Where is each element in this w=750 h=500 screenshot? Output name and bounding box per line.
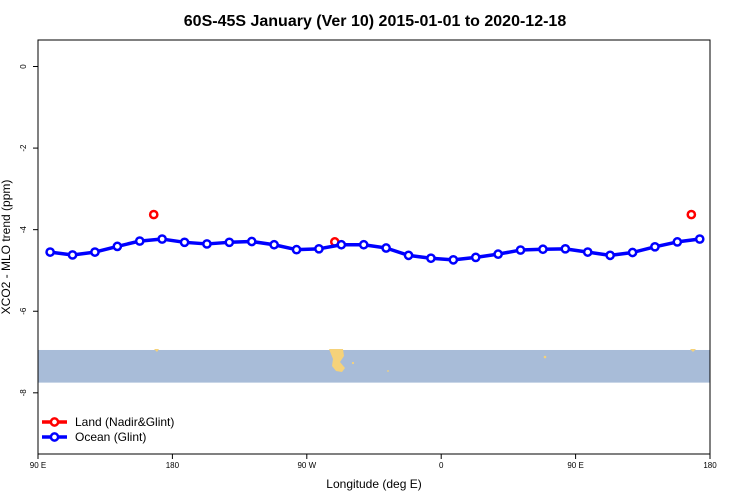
y-tick-label: -8 (19, 389, 28, 397)
plot-frame (37, 39, 711, 455)
data-point-ocean (179, 237, 190, 248)
data-point-ocean (90, 247, 100, 257)
data-point-ocean (515, 245, 526, 255)
series-layer (45, 209, 705, 265)
data-point-ocean (202, 239, 212, 249)
x-tick-label: 180 (703, 461, 717, 470)
data-point-ocean (246, 236, 257, 247)
data-point-ocean (134, 236, 145, 246)
y-tick-label: -2 (19, 144, 28, 152)
data-point-ocean (358, 239, 369, 250)
data-point-ocean (694, 234, 705, 244)
data-point-ocean (112, 241, 123, 252)
data-point-ocean (314, 243, 324, 254)
map-land-island (387, 370, 389, 372)
map-land-new-zealand-2 (690, 349, 696, 352)
data-point-ocean (67, 250, 78, 260)
data-point-ocean (627, 247, 638, 258)
legend-marker-land (49, 417, 60, 427)
map-land-new-zealand (154, 349, 159, 352)
y-tick-label: -4 (19, 226, 28, 234)
data-point-ocean (269, 239, 279, 250)
y-axis: 0 -2 -4 -6 -8 (19, 64, 38, 397)
data-point-ocean (538, 244, 548, 255)
data-point-ocean (403, 250, 414, 261)
data-point-ocean (381, 243, 391, 253)
legend-marker-ocean (49, 432, 60, 442)
data-point-ocean (336, 239, 347, 250)
data-point-ocean (291, 244, 302, 255)
data-point-ocean (582, 247, 593, 257)
y-axis-label: XCO2 - MLO trend (ppm) (0, 180, 13, 315)
data-point-ocean (605, 250, 615, 261)
data-point-ocean (493, 249, 503, 259)
data-point-ocean (45, 247, 55, 257)
x-tick-label: 90 E (567, 461, 583, 470)
x-axis-label: Longitude (deg E) (326, 477, 421, 491)
data-point-land (686, 209, 697, 220)
chart-title: 60S-45S January (Ver 10) 2015-01-01 to 2… (184, 13, 567, 30)
x-tick-label: 180 (166, 461, 180, 470)
x-tick-label: 90 W (297, 461, 316, 470)
data-point-ocean (650, 241, 660, 252)
data-point-ocean (157, 234, 167, 244)
series-line-ocean (49, 237, 700, 262)
map-land-island (543, 355, 547, 359)
data-point-ocean (224, 237, 235, 248)
data-point-ocean (560, 243, 571, 254)
data-point-ocean (470, 252, 481, 263)
data-point-ocean (672, 237, 683, 247)
legend-label-land: Land (Nadir&Glint) (75, 415, 174, 429)
y-tick-label: 0 (19, 64, 28, 69)
map-ocean (38, 349, 710, 383)
map-band (38, 349, 710, 383)
data-point-land (148, 209, 159, 220)
map-land-south-america (329, 349, 345, 372)
data-point-ocean (426, 253, 436, 264)
map-land-island (351, 361, 355, 365)
x-tick-label: 0 (439, 461, 444, 470)
legend: Land (Nadir&Glint)Ocean (Glint) (42, 415, 174, 444)
x-axis: 90 E 180 90 W 0 90 E 180 (30, 454, 717, 470)
x-tick-label: 90 E (30, 461, 46, 470)
data-point-ocean (448, 254, 459, 265)
legend-label-ocean: Ocean (Glint) (75, 430, 146, 444)
y-tick-label: -6 (19, 307, 28, 315)
